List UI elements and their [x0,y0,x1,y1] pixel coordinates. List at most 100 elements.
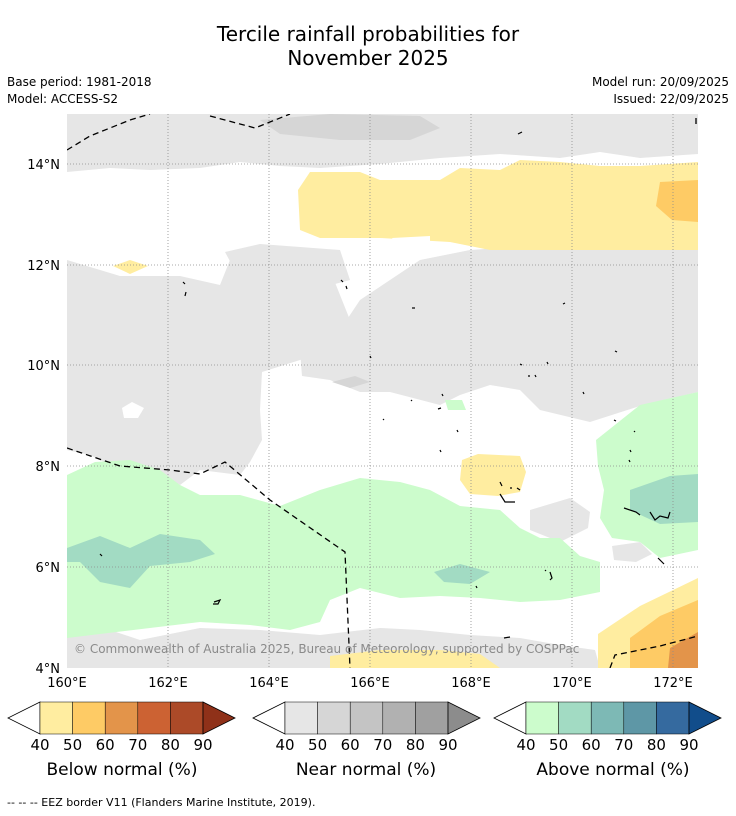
above-normal-small-patch [445,400,466,410]
island-12 [499,481,521,503]
legend-0-high-triangle [202,701,236,735]
legend-2-tick-80: 80 [647,736,666,754]
eez-border-north [67,114,151,151]
base-period: Base period: 1981-2018 [7,75,152,89]
lon-label-160: 160°E [47,676,87,691]
near-normal-small-patch-east [612,542,652,562]
legend-1-box-4 [415,701,449,735]
legend-2-box-3 [623,701,657,735]
island-9 [410,391,585,410]
model-run: Model run: 20/09/2025 [591,75,729,89]
near-normal-west-region [67,250,350,485]
island-10 [382,418,636,433]
lat-label-4: 4°N [36,662,61,677]
legend-0-box-0 [39,701,73,735]
clear-hole-1 [122,402,144,418]
map: © Commonwealth of Australia 2025, Bureau… [27,114,698,691]
below-normal-small-patch [113,260,148,274]
below-normal-south-patch [330,650,500,668]
lon-label-168: 168°E [451,676,491,691]
island-14 [99,553,222,605]
near-normal-north-band [67,114,698,172]
near-normal-small-patch [530,498,590,542]
lat-axis: 14°N 12°N 10°N 8°N 6°N 4°N [27,158,60,677]
legends: 40 50 60 70 80 90 40 50 60 70 80 90 40 50 60 70 80 90 [7,701,722,754]
legend-below-normal-title: Below normal (%) [46,760,198,780]
eez-footnote: -- -- -- EEZ border V11 (Flanders Marine… [7,796,316,809]
near-normal-darker-patch [332,376,370,388]
title-line-1: Tercile rainfall probabilities for [216,22,520,46]
legend-1-tick-60: 60 [341,736,360,754]
lon-label-164: 164°E [249,676,289,691]
legend-1-tick-90: 90 [438,736,457,754]
islands [99,131,671,639]
legend-0-tick-90: 90 [193,736,212,754]
island-2 [182,281,187,297]
legend-below-normal: 40 50 60 70 80 90 [7,701,236,754]
legend-2-box-1 [558,701,592,735]
lon-label-162: 162°E [148,676,188,691]
clear-hole-2 [392,236,430,248]
above-normal-south-region [67,460,600,638]
eez-border-west [67,447,351,668]
map-plot-area: © Commonwealth of Australia 2025, Bureau… [67,114,698,668]
island-16 [503,636,511,639]
below-normal-center-patch [460,454,526,496]
legend-1-tick-70: 70 [373,736,392,754]
eez-borders [67,114,698,668]
island-5 [562,302,566,305]
lat-label-8: 8°N [36,460,61,475]
legend-near-normal: 40 50 60 70 80 90 [252,701,481,754]
legend-0-box-4 [170,701,204,735]
legend-1-high-triangle [447,701,481,735]
issued-date: Issued: 22/09/2025 [613,92,729,106]
legend-0-box-2 [104,701,139,735]
legend-0-tick-40: 40 [30,736,49,754]
legend-1-box-3 [382,701,416,735]
legend-1-tick-40: 40 [275,736,294,754]
legend-1-box-1 [317,701,351,735]
lon-label-166: 166°E [350,676,390,691]
lat-label-10: 10°N [27,359,60,374]
near-normal-north-darker [260,114,440,140]
below-normal-north-darker [656,180,698,222]
lat-label-12: 12°N [27,259,60,274]
legend-2-box-4 [656,701,690,735]
map-title: Tercile rainfall probabilities for Novem… [0,22,736,70]
lat-label-14: 14°N [27,158,60,173]
legend-2-tick-70: 70 [614,736,633,754]
legend-near-normal-title: Near normal (%) [295,760,437,780]
below-normal-southeast-darkest [668,632,698,668]
legend-2-box-0 [525,701,559,735]
eez-border-north-2 [209,114,291,129]
legend-1-tick-50: 50 [308,736,327,754]
legend-0-box-3 [137,701,171,735]
island-1 [517,131,523,135]
legend-0-tick-70: 70 [128,736,147,754]
below-normal-north-band [298,160,698,250]
above-normal-east-darker [630,474,698,524]
legend-0-tick-60: 60 [96,736,115,754]
above-normal-center-darker [434,564,490,584]
legend-0-low-triangle [7,701,41,735]
island-7 [369,355,372,359]
title-line-2: November 2025 [287,46,449,70]
lon-axis: 160°E 162°E 164°E 166°E 168°E 170°E 172°… [47,676,693,691]
near-normal-east-region [300,242,698,422]
lat-label-6: 6°N [36,561,61,576]
legend-2-tick-60: 60 [582,736,601,754]
legend-2-low-triangle [493,701,527,735]
grid [67,114,698,668]
legend-0-box-1 [72,701,106,735]
legend-above-normal-title: Above normal (%) [536,760,690,780]
legend-2-tick-90: 90 [679,736,698,754]
island-8 [519,361,549,378]
legend-1-box-2 [349,701,384,735]
legend-0-tick-50: 50 [63,736,82,754]
copyright-text: © Commonwealth of Australia 2025, Bureau… [74,642,579,656]
near-normal-center-patch [225,244,350,288]
legend-1-low-triangle [252,701,286,735]
model-name: Model: ACCESS-S2 [7,92,119,106]
legend-2-high-triangle [688,701,722,735]
legend-2-box-2 [590,701,625,735]
